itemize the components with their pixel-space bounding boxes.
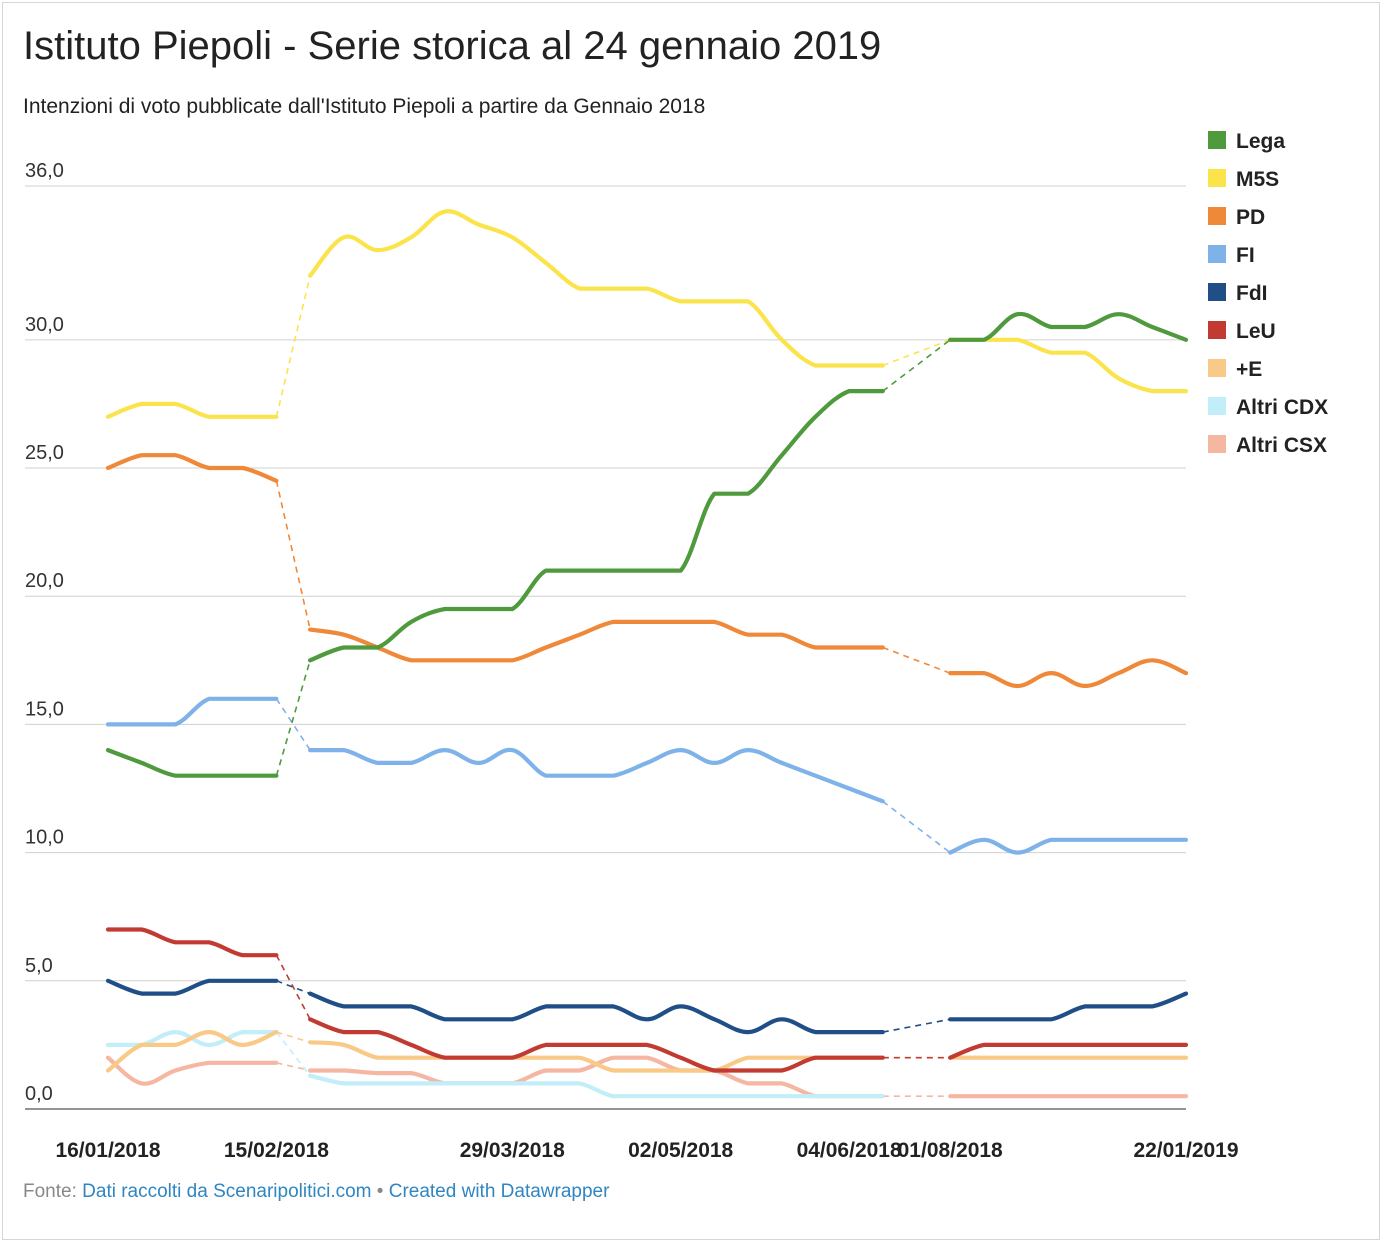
series-gap-altri-cdx <box>275 1031 311 1077</box>
series-line-lega <box>308 389 885 663</box>
datawrapper-link[interactable]: Created with Datawrapper <box>388 1181 610 1202</box>
y-tick-label: 20,0 <box>25 570 64 592</box>
series-line-lega <box>948 311 1189 342</box>
legend-label-lega: Lega <box>1236 130 1285 153</box>
legend-label-m5s: M5S <box>1236 168 1279 191</box>
series-gap-lega <box>882 339 951 392</box>
x-tick-label: 22/01/2019 <box>1133 1139 1238 1162</box>
x-tick-label: 04/06/2018 <box>797 1139 902 1162</box>
legend-swatch-fdi <box>1208 283 1226 301</box>
legend-label-altri-cdx: Altri CDX <box>1236 396 1328 419</box>
legend-swatch-m5s <box>1208 169 1226 187</box>
footer: Fonte: Dati raccolti da Scenaripolitici.… <box>23 1181 609 1203</box>
footer-separator: • <box>376 1181 384 1202</box>
series-line-fi <box>948 837 1189 855</box>
series-line-fi <box>308 747 885 804</box>
series-gap-pd <box>882 646 951 674</box>
series-line-pd <box>105 453 279 483</box>
x-tick-label: 01/08/2018 <box>898 1139 1003 1162</box>
y-axis: 0,0 5,0 10,0 15,0 20,0 25,0 30,0 36,0 <box>25 160 64 1105</box>
series-line-fi <box>105 696 279 727</box>
series-line-altri-csx <box>105 1055 279 1086</box>
x-axis: 16/01/2018 15/02/2018 29/03/2018 02/05/2018… <box>55 1139 1238 1162</box>
y-tick-label: 25,0 <box>25 442 64 464</box>
series-line-leu <box>948 1042 1189 1060</box>
series-gap-fdi <box>882 1018 951 1033</box>
legend: Lega M5S PD FI FdI LeU +E Altri CDX Altri CSX <box>1208 130 1328 457</box>
series-line-e <box>308 1040 885 1073</box>
series-line-pd <box>308 619 885 663</box>
chart-subtitle: Intenzioni di voto pubblicate dall'Istit… <box>23 95 706 118</box>
legend-label-e: +E <box>1236 358 1262 381</box>
legend-swatch-altri-cdx <box>1208 397 1226 415</box>
y-tick-label: 30,0 <box>25 314 64 336</box>
series-line-m5s <box>308 209 885 368</box>
legend-swatch-lega <box>1208 131 1226 149</box>
series-gap-m5s <box>275 275 311 417</box>
y-tick-label: 36,0 <box>25 160 64 182</box>
series-line-altri-cdx <box>308 1073 885 1099</box>
series-line-fdi <box>308 991 885 1035</box>
y-tick-label: 5,0 <box>25 955 53 977</box>
chart-title: Istituto Piepoli - Serie storica al 24 g… <box>23 24 882 68</box>
series-gap-m5s <box>882 339 951 367</box>
series-gap-pd <box>275 480 311 630</box>
series-line-fdi <box>948 991 1189 1022</box>
series-gap-lega <box>275 660 311 776</box>
x-tick-label: 29/03/2018 <box>460 1139 565 1162</box>
series-line-lega <box>105 748 279 778</box>
series-gap-e <box>276 1031 311 1044</box>
series-gap-fi <box>882 800 951 854</box>
source-link[interactable]: Dati raccolti da Scenaripolitici.com <box>82 1181 372 1202</box>
series-gap-leu <box>275 954 311 1020</box>
y-tick-label: 0,0 <box>25 1083 53 1105</box>
x-tick-label: 15/02/2018 <box>224 1139 329 1162</box>
legend-label-altri-csx: Altri CSX <box>1236 434 1327 457</box>
legend-swatch-pd <box>1208 207 1226 225</box>
legend-label-pd: PD <box>1236 206 1265 229</box>
legend-swatch-altri-csx <box>1208 435 1226 453</box>
series-line-e <box>105 1030 279 1073</box>
series-lines <box>105 209 1189 1099</box>
gridlines <box>25 185 1186 1110</box>
x-tick-label: 16/01/2018 <box>55 1139 160 1162</box>
legend-swatch-e <box>1208 359 1226 377</box>
legend-swatch-leu <box>1208 321 1226 339</box>
series-line-pd <box>948 658 1189 689</box>
series-line-fdi <box>105 978 279 996</box>
y-tick-label: 15,0 <box>25 698 64 720</box>
legend-label-fdi: FdI <box>1236 282 1268 305</box>
legend-label-fi: FI <box>1236 244 1255 267</box>
series-line-leu <box>105 927 279 958</box>
series-line-leu <box>308 1017 885 1073</box>
x-tick-label: 02/05/2018 <box>628 1139 733 1162</box>
y-tick-label: 10,0 <box>25 827 64 849</box>
source-label: Fonte: <box>23 1181 77 1202</box>
legend-label-leu: LeU <box>1236 320 1276 343</box>
legend-swatch-fi <box>1208 245 1226 263</box>
series-gap-altri-csx <box>276 1062 311 1072</box>
series-line-m5s <box>105 401 279 419</box>
series-line-m5s <box>948 337 1189 394</box>
